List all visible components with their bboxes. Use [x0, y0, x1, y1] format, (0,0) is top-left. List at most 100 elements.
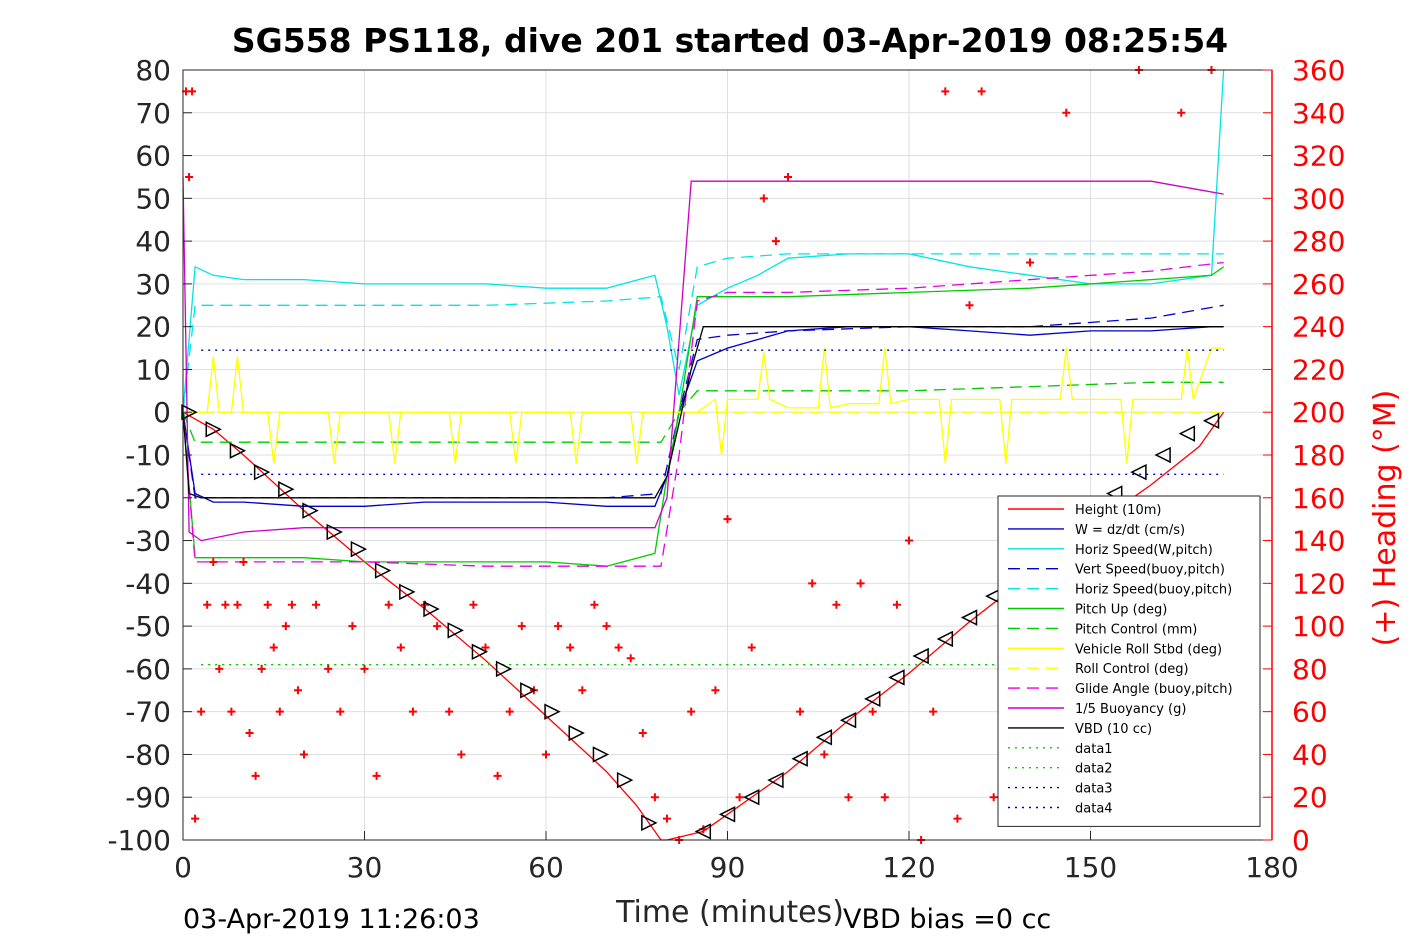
heading-point: [856, 579, 865, 588]
heading-point: [408, 707, 417, 716]
x-axis-label: Time (minutes): [615, 895, 844, 930]
legend: Height (10m) W = dz/dt (cm/s) Horiz Speed(…: [997, 495, 1261, 827]
legend-label: Glide Angle (buoy,pitch): [1075, 682, 1233, 697]
y2-tick-label: 180: [1292, 439, 1345, 472]
series-line: [182, 261, 1224, 567]
heading-point: [941, 87, 950, 96]
heading-point: [233, 600, 242, 609]
legend-label: Pitch Up (deg): [1075, 603, 1167, 618]
heading-point: [602, 622, 611, 631]
y-tick-label: -50: [125, 610, 171, 643]
x-tick-label: 30: [347, 851, 383, 884]
heading-point: [269, 643, 278, 652]
heading-point: [953, 814, 962, 823]
heading-point: [771, 237, 780, 246]
legend-label: data3: [1075, 782, 1113, 797]
heading-point: [263, 600, 272, 609]
heading-point: [396, 643, 405, 652]
ascent-triangle: [791, 750, 808, 767]
legend-label: Vert Speed(buoy,pitch): [1075, 563, 1225, 578]
descent-triangle: [495, 660, 513, 678]
heading-point: [566, 643, 575, 652]
heading-point: [221, 600, 230, 609]
legend-label: Horiz Speed(W,pitch): [1075, 543, 1213, 558]
heading-point: [590, 600, 599, 609]
heading-point: [185, 172, 194, 181]
descent-triangle: [592, 746, 610, 763]
y2-tick-label: 200: [1292, 396, 1345, 429]
ascent-triangle: [864, 690, 881, 708]
heading-point: [445, 707, 454, 716]
heading-point: [275, 707, 284, 716]
ascent-triangle: [1154, 446, 1171, 464]
heading-point: [505, 707, 514, 716]
descent-triangle: [520, 682, 537, 699]
descent-triangle: [326, 523, 343, 541]
descent-triangle: [205, 421, 222, 438]
y2-tick-label: 280: [1292, 225, 1345, 258]
y2-tick-label: 0: [1292, 824, 1310, 857]
heading-point: [578, 686, 587, 695]
heading-point: [372, 771, 381, 780]
descent-triangle: [568, 724, 585, 742]
y-tick-label: 40: [135, 225, 171, 258]
x-tick-label: 120: [882, 851, 935, 884]
ascent-triangle: [888, 669, 905, 686]
series-line: [182, 253, 1224, 413]
y-tick-label: 20: [135, 311, 171, 344]
y2-tick-label: 60: [1292, 696, 1328, 729]
series-line: [182, 176, 1224, 542]
heading-point: [433, 622, 442, 631]
descent-triangle: [423, 600, 440, 618]
ascent-triangle: [767, 771, 784, 789]
descent-triangle: [616, 771, 634, 789]
axes: 0 30 60 90 120 150 180-100-90-80-70-60-50-40-3…: [107, 54, 1345, 884]
legend-label: data2: [1075, 762, 1113, 777]
series-line: [183, 347, 1224, 464]
heading-point: [281, 622, 290, 631]
y-tick-label: 70: [135, 97, 171, 130]
y2-tick-label: 160: [1292, 482, 1345, 515]
heading-point: [868, 707, 877, 716]
descent-triangle: [253, 463, 271, 481]
legend-box: [997, 495, 1261, 827]
descent-triangle: [302, 502, 319, 519]
y2-tick-label: 260: [1292, 268, 1345, 301]
heading-point: [251, 771, 260, 780]
footer-timestamp: 03-Apr-2019 11:26:03: [183, 904, 480, 935]
series-layer: [182, 69, 1225, 841]
y-tick-label: -60: [125, 653, 171, 686]
heading-point: [300, 750, 308, 759]
y2-tick-label: 360: [1292, 54, 1345, 87]
heading-point: [191, 814, 200, 823]
ascent-triangle: [1202, 412, 1220, 429]
descent-triangle: [399, 583, 416, 601]
y-tick-label: 80: [135, 54, 171, 87]
ascent-triangle: [1178, 425, 1196, 442]
y-tick-label: -30: [125, 525, 171, 558]
ascent-triangle: [718, 806, 736, 823]
heading-point: [554, 622, 563, 631]
y-tick-label: 50: [135, 182, 171, 215]
legend-label: Roll Control (deg): [1075, 662, 1189, 677]
y-tick-label: 30: [135, 268, 171, 301]
heading-point: [384, 600, 393, 609]
series-line: [182, 326, 1224, 499]
y2-tick-label: 120: [1292, 567, 1345, 600]
heading-point: [735, 793, 744, 802]
heading-point: [650, 793, 659, 802]
heading-point: [784, 172, 792, 181]
heading-point: [360, 664, 369, 673]
heading-point: [542, 750, 550, 759]
heading-point: [469, 600, 478, 609]
legend-label: Horiz Speed(buoy,pitch): [1075, 583, 1232, 598]
y2-tick-label: 320: [1292, 140, 1345, 173]
descent-triangle: [350, 540, 368, 558]
heading-point: [663, 814, 671, 823]
x-tick-label: 150: [1064, 851, 1117, 884]
heading-point: [929, 707, 938, 716]
heading-point: [880, 793, 889, 802]
legend-label: W = dz/dt (cm/s): [1075, 523, 1185, 538]
